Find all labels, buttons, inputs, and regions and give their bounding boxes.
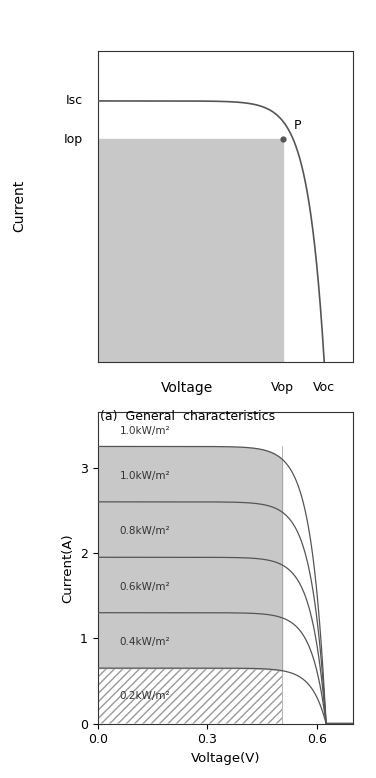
Text: Vop: Vop — [271, 381, 294, 394]
Text: 1.0kW/m²: 1.0kW/m² — [120, 471, 170, 481]
Text: Voltage: Voltage — [161, 381, 213, 395]
Text: 0.8kW/m²: 0.8kW/m² — [120, 526, 170, 536]
Text: Iop: Iop — [64, 133, 83, 146]
X-axis label: Voltage(V): Voltage(V) — [191, 752, 260, 765]
Text: (a)  General  characteristics: (a) General characteristics — [100, 410, 276, 423]
Text: Current: Current — [12, 180, 26, 233]
Text: 0.4kW/m²: 0.4kW/m² — [120, 637, 170, 647]
Text: Isc: Isc — [65, 94, 83, 107]
Y-axis label: Current(A): Current(A) — [62, 533, 74, 603]
Text: 0.6kW/m²: 0.6kW/m² — [120, 582, 170, 592]
Text: 1.0kW/m²: 1.0kW/m² — [120, 426, 170, 436]
Text: P: P — [294, 119, 302, 131]
Text: Voc: Voc — [313, 381, 335, 394]
Text: 0.2kW/m²: 0.2kW/m² — [120, 691, 170, 701]
